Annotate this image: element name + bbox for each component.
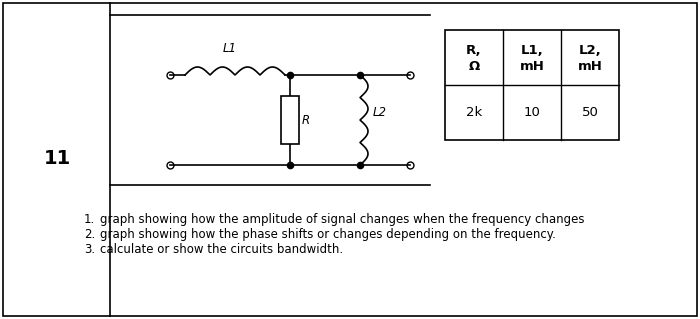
Text: calculate or show the circuits bandwidth.: calculate or show the circuits bandwidth… xyxy=(100,243,343,256)
Text: 50: 50 xyxy=(582,106,598,119)
Text: R: R xyxy=(302,114,310,127)
Text: Ω: Ω xyxy=(468,60,480,73)
Text: graph showing how the amplitude of signal changes when the frequency changes: graph showing how the amplitude of signa… xyxy=(100,213,584,226)
Text: mH: mH xyxy=(578,60,603,73)
Bar xyxy=(281,96,299,144)
Text: 10: 10 xyxy=(524,106,540,119)
Text: L2: L2 xyxy=(373,106,387,118)
Text: 1.: 1. xyxy=(84,213,95,226)
Text: 11: 11 xyxy=(43,150,71,168)
Text: mH: mH xyxy=(519,60,545,73)
Bar xyxy=(445,30,619,140)
Text: 2.: 2. xyxy=(84,228,95,241)
Text: L2,: L2, xyxy=(579,44,601,57)
Text: 3.: 3. xyxy=(84,243,95,256)
Text: L1: L1 xyxy=(223,42,237,55)
Text: R,: R, xyxy=(466,44,482,57)
Text: L1,: L1, xyxy=(521,44,543,57)
Text: 2k: 2k xyxy=(466,106,482,119)
Text: graph showing how the phase shifts or changes depending on the frequency.: graph showing how the phase shifts or ch… xyxy=(100,228,556,241)
